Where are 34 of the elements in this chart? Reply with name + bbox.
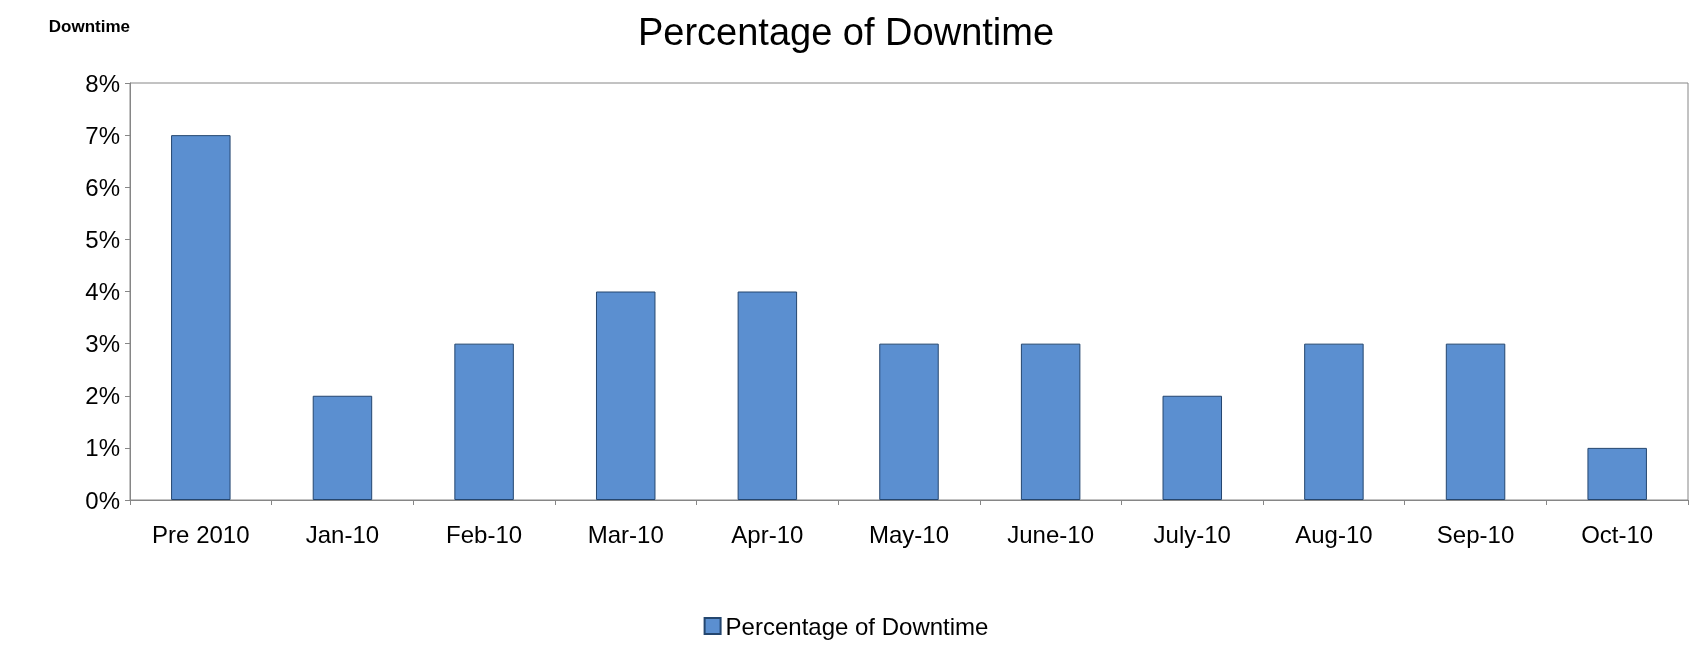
bar xyxy=(595,291,656,500)
x-tick-label: Aug-10 xyxy=(1295,520,1373,548)
y-tick-label: 3% xyxy=(85,330,120,358)
x-tick-label: Mar-10 xyxy=(587,520,664,548)
x-tick-label: Oct-10 xyxy=(1581,520,1654,548)
bar xyxy=(1304,343,1364,500)
y-tick-label: 1% xyxy=(85,434,120,462)
y-tick-label: 6% xyxy=(85,173,120,201)
y-tick-label: 2% xyxy=(85,382,120,410)
bar xyxy=(454,343,514,500)
bar xyxy=(879,343,939,500)
bar xyxy=(1587,447,1647,500)
y-tick-label: 0% xyxy=(85,486,120,514)
x-tick-label: July-10 xyxy=(1153,520,1231,548)
legend-label: Percentage of Downtime xyxy=(725,612,989,640)
y-tick-label: 7% xyxy=(85,121,120,149)
y-tick-label: 8% xyxy=(85,69,120,97)
bar xyxy=(171,135,231,500)
x-tick-label: Pre 2010 xyxy=(152,520,250,548)
bar xyxy=(1445,343,1506,500)
x-tick-label: Feb-10 xyxy=(446,520,523,548)
x-tick-label: May-10 xyxy=(868,520,950,548)
y-tick-label: 4% xyxy=(85,278,120,305)
bar xyxy=(737,291,798,500)
bar xyxy=(312,395,373,500)
x-tick-label: Jan-10 xyxy=(305,520,380,548)
y-tick-label: 5% xyxy=(85,225,120,253)
bar xyxy=(1020,343,1081,500)
y-axis-title: Downtime xyxy=(48,17,130,36)
x-tick-label: Sep-10 xyxy=(1436,520,1515,548)
bar xyxy=(1162,395,1223,500)
x-tick-label: Apr-10 xyxy=(731,520,804,548)
chart-title: Percentage of Downtime xyxy=(637,11,1055,53)
x-tick-label: June-10 xyxy=(1007,520,1094,548)
